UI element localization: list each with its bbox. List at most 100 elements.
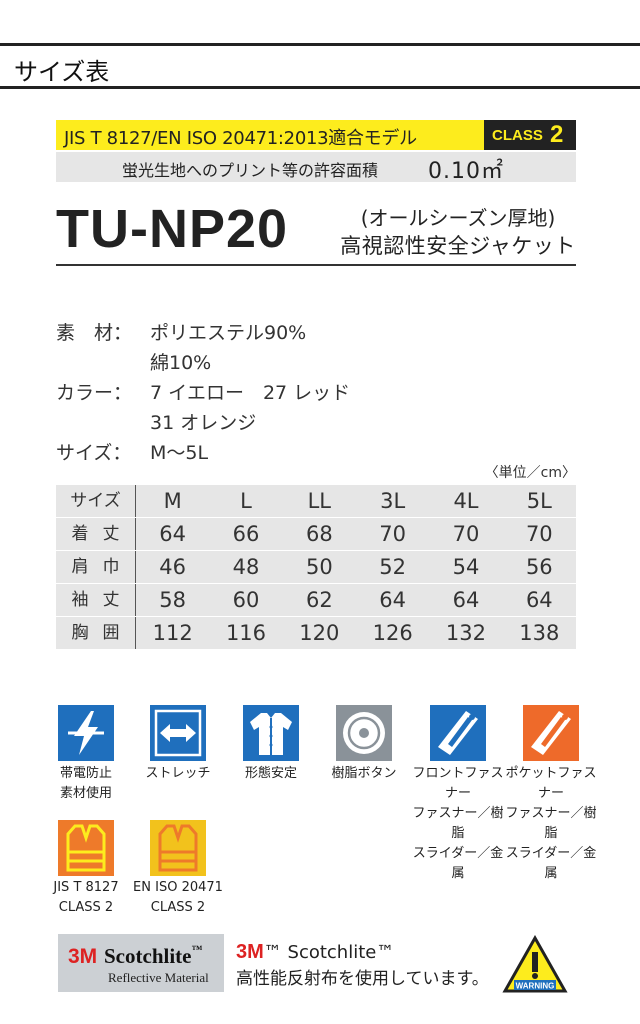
scotchlite-logo: 3M Scotchlite™ Reflective Material — [58, 934, 224, 992]
feature-label: フロントファスナー ファスナー／樹脂 スライダー／金属 — [408, 764, 508, 884]
feature-label-line: フロントファスナー — [412, 766, 504, 801]
cert-label: EN ISO 20471 CLASS 2 — [128, 878, 228, 918]
feature-label-line: ポケットファスナー — [505, 766, 597, 801]
print-area-bar: 蛍光生地へのプリント等の許容面積 0.10㎡ — [56, 152, 576, 184]
table-cell: 132 — [445, 621, 487, 645]
table-cell: 62 — [305, 588, 333, 612]
spec-value: M〜5L — [150, 442, 209, 464]
unit-note: 〈単位／cm〉 — [484, 465, 576, 481]
feature-label: 樹脂ボタン — [314, 764, 414, 784]
table-cell: 70 — [379, 522, 407, 546]
table-header-label: サイズ — [56, 485, 136, 517]
feature-label: ポケットファスナー ファスナー／樹脂 スライダー／金属 — [501, 764, 601, 884]
cert-label-line: CLASS 2 — [58, 900, 114, 915]
front-zipper-icon — [430, 705, 486, 761]
feature-label-line: ストレッチ — [145, 766, 211, 781]
safety-vest-orange-icon — [58, 820, 114, 876]
table-cell: 64 — [379, 588, 407, 612]
reflective-description: 高性能反射布を使用しています。 — [236, 969, 489, 989]
title-divider — [56, 264, 576, 266]
table-row: 胸囲 112 116 120 126 132 138 — [56, 617, 576, 649]
cert-label-line: CLASS 2 — [150, 900, 206, 915]
stretch-arrows-icon — [150, 705, 206, 761]
brand-scotchlite: Scotchlite™ — [104, 944, 202, 969]
row-label: 肩巾 — [56, 551, 136, 583]
table-cell: 64 — [525, 588, 553, 612]
tm-mark: ™ — [191, 944, 203, 956]
size-header-cell: M — [163, 489, 182, 513]
feature-label-line: 形態安定 — [244, 766, 297, 781]
table-cell: 48 — [232, 555, 260, 579]
model-number: TU-NP20 — [56, 199, 289, 259]
print-area-label: 蛍光生地へのプリント等の許容面積 — [122, 161, 379, 180]
cert-label-line: EN ISO 20471 — [133, 880, 223, 895]
row-label: 胸囲 — [56, 617, 136, 649]
table-cell: 112 — [152, 621, 193, 645]
brand-3m: 3M — [68, 945, 98, 968]
row-label: 着丈 — [56, 518, 136, 550]
table-cell: 138 — [519, 621, 560, 645]
table-cell: 46 — [159, 555, 187, 579]
feature-label-line: ファスナー／樹脂 — [505, 806, 597, 841]
cert-label: JIS T 8127 CLASS 2 — [36, 878, 136, 918]
table-row: 着丈 64 66 68 70 70 70 — [56, 518, 576, 550]
table-cell: 60 — [232, 588, 260, 612]
table-cell: 70 — [452, 522, 480, 546]
page-header: サイズ表 — [0, 43, 640, 89]
feature-label-line: 素材使用 — [59, 786, 112, 801]
spec-label: サイズ： — [56, 442, 132, 464]
product-subtitle-season: (オールシーズン厚地) — [360, 206, 556, 230]
table-cell: 64 — [452, 588, 480, 612]
spec-value: ポリエステル90% — [150, 322, 307, 344]
pocket-zipper-icon — [523, 705, 579, 761]
class-badge: CLASS 2 — [484, 120, 576, 150]
reflective-material-text: Reflective Material — [108, 970, 209, 985]
spec-label: カラー： — [56, 382, 133, 404]
class-label: CLASS — [492, 127, 543, 144]
page-title: サイズ表 — [14, 58, 110, 86]
spec-label: 素 材： — [56, 322, 133, 344]
feature-label: 帯電防止 素材使用 — [36, 764, 136, 804]
feature-label: 形態安定 — [221, 764, 321, 784]
table-cell: 58 — [159, 588, 187, 612]
table-cell: 120 — [299, 621, 340, 645]
table-row: 肩巾 46 48 50 52 54 56 — [56, 551, 576, 583]
table-cell: 56 — [525, 555, 553, 579]
product-subtitle-name: 高視認性安全ジャケット — [340, 234, 576, 258]
tm-line-text: ™ Scotchlite™ — [263, 942, 395, 963]
size-table: サイズ M L LL 3L 4L 5L 着丈 64 66 68 70 70 70… — [56, 485, 576, 650]
spec-value: 7 イエロー 27 レッド — [150, 382, 351, 404]
row-label: 袖丈 — [56, 584, 136, 616]
standard-bar: JIS T 8127/EN ISO 20471:2013適合モデル CLASS … — [56, 120, 576, 150]
table-cell: 52 — [379, 555, 407, 579]
scotchlite-tm-line: 3M™ Scotchlite™ — [236, 941, 394, 964]
feature-label-line: 樹脂ボタン — [331, 766, 397, 781]
table-cell: 66 — [232, 522, 260, 546]
button-icon — [336, 705, 392, 761]
warning-text: WARNING — [516, 982, 555, 991]
spec-value: 31 オレンジ — [150, 412, 257, 434]
size-header-cell: 4L — [453, 489, 479, 513]
table-cell: 54 — [452, 555, 480, 579]
print-area-value: 0.10㎡ — [428, 159, 504, 184]
size-header-cell: L — [240, 489, 252, 513]
jis-standard-text: JIS T 8127/EN ISO 20471:2013適合モデル — [64, 128, 417, 149]
table-cell: 68 — [305, 522, 333, 546]
table-header-row: サイズ M L LL 3L 4L 5L — [56, 485, 576, 517]
warning-icon: WARNING — [502, 934, 568, 995]
table-row: 袖丈 58 60 62 64 64 64 — [56, 584, 576, 616]
table-cell: 50 — [305, 555, 333, 579]
feature-label: ストレッチ — [128, 764, 228, 784]
table-cell: 64 — [159, 522, 187, 546]
tm-line-3m: 3M — [236, 941, 264, 963]
table-cell: 116 — [225, 621, 267, 645]
spec-value: 綿10% — [150, 352, 212, 374]
shirt-icon — [243, 705, 299, 761]
size-header-cell: 3L — [380, 489, 406, 513]
cert-label-line: JIS T 8127 — [53, 880, 119, 895]
feature-label-line: ファスナー／樹脂 — [412, 806, 504, 841]
feature-label-line: 帯電防止 — [59, 766, 112, 781]
feature-label-line: スライダー／金属 — [505, 846, 597, 881]
safety-vest-yellow-icon — [150, 820, 206, 876]
scotchlite-name: Scotchlite — [104, 944, 192, 968]
